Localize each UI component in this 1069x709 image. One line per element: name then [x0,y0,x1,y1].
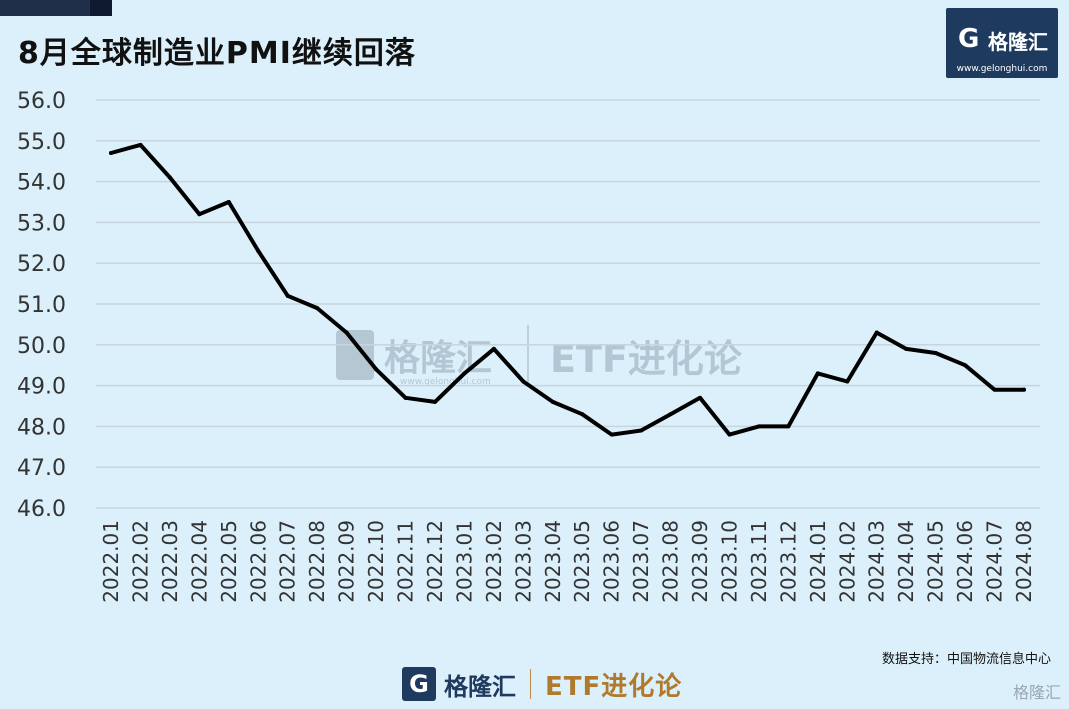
x-tick-label: 2022.04 [187,520,211,603]
data-point-2023.09 [698,395,703,400]
x-tick-label: 2023.06 [600,520,624,603]
y-tick-label: 51.0 [17,293,66,318]
footer-etf: ETF进化论 [545,671,683,702]
x-tick-label: 2024.05 [924,520,948,603]
data-point-2023.04 [550,399,555,404]
x-tick-label: 2024.04 [894,520,918,603]
watermark-g-icon [336,330,374,380]
x-tick-label: 2024.06 [953,520,977,603]
x-tick-label: 2023.05 [570,520,594,603]
y-tick-label: 48.0 [17,415,66,440]
logo-brand: 格隆汇 [988,30,1048,54]
x-tick-label: 2022.10 [364,520,388,603]
y-tick-labels: 46.0 47.0 48.0 49.0 50.0 51.0 52.0 53.0 54.0 55.0… [17,89,66,522]
y-tick-label: 54.0 [17,171,66,196]
data-point-2023.05 [580,412,585,417]
x-tick-label: 2022.11 [394,520,418,603]
x-tick-label: 2023.10 [717,520,741,603]
x-tick-labels: 2022.01 2022.02 2022.03 2022.04 2022.05 2022.… [99,520,1036,603]
pmi-series-line [109,142,1026,437]
x-tick-label: 2023.02 [482,520,506,603]
data-point-2022.01 [109,151,113,156]
x-tick-label: 2022.09 [335,520,359,603]
y-tick-label: 56.0 [17,89,66,114]
x-tick-label: 2022.06 [246,520,270,603]
x-tick-label: 2023.12 [776,520,800,603]
data-point-2022.06 [256,248,261,253]
data-point-2024.03 [874,330,879,335]
watermark-url: www.gelonghui.com [400,377,491,387]
data-point-2022.09 [344,330,349,335]
watermark: 格隆汇 ETF进化论 www.gelonghui.com [336,325,743,387]
footer-divider [530,669,531,699]
x-tick-label: 2023.11 [747,520,771,603]
data-point-2022.03 [167,175,172,180]
corner-decoration [0,0,112,16]
data-point-2023.08 [668,412,673,417]
data-point-2022.12 [432,399,437,404]
y-tick-label: 52.0 [17,252,66,277]
data-point-2022.10 [374,367,379,372]
y-tick-label: 47.0 [17,456,66,481]
data-point-2022.05 [226,200,231,204]
y-tick-label: 46.0 [17,497,66,522]
data-point-2022.07 [285,293,290,298]
data-point-2023.10 [727,432,732,437]
grid-lines [96,99,1040,509]
x-tick-label: 2022.02 [128,520,152,603]
x-tick-label: 2023.09 [688,520,712,603]
data-point-2024.08 [1022,387,1026,392]
x-tick-label: 2022.05 [217,520,241,603]
data-point-2023.01 [462,371,467,376]
x-tick-label: 2022.01 [99,520,123,603]
chart-title: 8月全球制造业PMI继续回落 [18,36,416,71]
y-tick-label: 50.0 [17,334,66,359]
data-point-2024.04 [904,346,909,351]
data-point-2023.12 [786,424,791,429]
y-tick-label: 55.0 [17,130,66,155]
pmi-data-points [109,142,1026,437]
x-tick-label: 2022.12 [423,520,447,603]
x-tick-label: 2024.01 [806,520,830,603]
data-point-2023.02 [491,346,496,351]
data-point-2022.11 [403,395,408,400]
y-tick-label: 49.0 [17,375,66,400]
data-point-2024.02 [845,379,850,384]
x-tick-label: 2022.03 [158,520,182,603]
data-point-2022.02 [138,142,143,147]
x-tick-label: 2023.01 [452,520,476,603]
x-tick-label: 2023.03 [511,520,535,603]
footer-brand: 格隆汇 [444,672,516,701]
x-tick-label: 2023.07 [629,520,653,603]
data-source: 数据支持：中国物流信息中心 [881,652,1051,667]
x-tick-label: 2024.08 [1012,520,1036,603]
x-tick-label: 2024.02 [835,520,859,603]
logo-g-icon: G [958,24,980,54]
footer-g-icon: G [402,667,436,701]
x-tick-label: 2024.07 [983,520,1007,603]
x-tick-label: 2022.08 [305,520,329,603]
data-point-2022.08 [315,306,320,311]
brand-logo: G 格隆汇 www.gelonghui.com [946,8,1058,78]
corner-watermark: 格隆汇 [1012,683,1061,702]
data-point-2024.05 [933,350,938,355]
data-point-2023.06 [609,432,614,437]
data-point-2024.01 [815,371,820,376]
y-tick-label: 53.0 [17,211,66,236]
footer-logo: G 格隆汇 ETF进化论 [402,666,682,702]
data-point-2022.04 [197,212,202,217]
x-tick-label: 2022.07 [276,520,300,603]
data-point-2024.06 [963,363,968,368]
x-tick-label: 2024.03 [865,520,889,603]
data-point-2023.03 [521,379,526,384]
logo-url: www.gelonghui.com [956,64,1048,74]
data-point-2023.11 [756,424,761,429]
x-tick-label: 2023.08 [659,520,683,603]
data-point-2023.07 [639,428,644,433]
watermark-etf: ETF进化论 [550,337,743,381]
x-tick-label: 2023.04 [541,520,565,603]
data-point-2024.07 [992,387,997,392]
